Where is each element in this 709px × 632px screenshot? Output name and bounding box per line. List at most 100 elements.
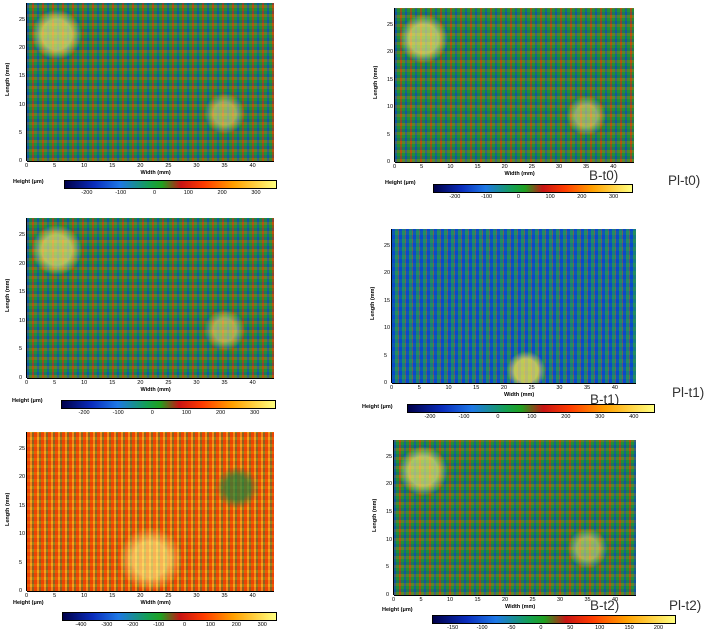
colorbar-tick-label: 400 <box>629 414 639 420</box>
y-tick-label: 15 <box>19 502 26 509</box>
y-axis-label: Length (mm) <box>370 286 376 320</box>
x-axis-label: Width (mm) <box>504 392 535 398</box>
colorbar-tick-label: -200 <box>78 410 90 416</box>
x-tick-label: 25 <box>165 163 172 169</box>
colorbar-tick-label: 300 <box>595 414 605 420</box>
x-axis-label: Width (mm) <box>140 600 171 606</box>
colorbar-tick-label: -400 <box>75 622 87 628</box>
height-map-5 <box>27 432 274 591</box>
colorbar-tick-label: -200 <box>449 194 461 200</box>
colorbar-tick-label: -50 <box>507 625 516 631</box>
x-tick-label: 30 <box>555 164 563 170</box>
y-axis-line <box>394 8 395 162</box>
colorbar-tick-label: 200 <box>231 622 241 628</box>
y-tick-label: 5 <box>19 129 23 136</box>
colorbar-tick-label: 300 <box>251 190 261 196</box>
x-tick-label: 15 <box>109 380 116 386</box>
x-tick-label: 15 <box>109 163 116 169</box>
colorbar-tick-label: -100 <box>112 410 124 416</box>
panel-label: B-t1) <box>590 392 620 407</box>
height-map-3 <box>27 218 274 378</box>
x-tick-label: 20 <box>502 597 509 603</box>
colorbar <box>61 400 276 409</box>
colorbar-tick-label: 0 <box>516 194 520 200</box>
height-map-6 <box>394 440 636 595</box>
colorbar-tick-label: 200 <box>577 194 587 200</box>
y-tick-label: 0 <box>19 375 23 381</box>
x-tick-label: 5 <box>53 380 57 386</box>
colorbar-tick-label: 200 <box>217 190 227 196</box>
y-axis-line <box>26 218 27 378</box>
colorbar <box>433 184 633 193</box>
y-axis-label: Length (mm) <box>373 65 379 99</box>
colorbar-tick-label: -100 <box>458 414 470 420</box>
colorbar-title: Height (μm) <box>362 404 393 410</box>
y-tick-label: 20 <box>384 270 391 276</box>
colorbar-tick-label: 200 <box>653 625 664 631</box>
colorbar-tick-label: 100 <box>183 190 193 196</box>
x-tick-label: 5 <box>419 597 423 603</box>
x-tick-label: 30 <box>193 593 200 599</box>
y-tick-label: 25 <box>19 232 26 239</box>
x-tick-label: 20 <box>137 593 144 599</box>
y-axis-line <box>26 432 27 591</box>
x-tick-label: 0 <box>25 380 29 386</box>
y-tick-label: 10 <box>386 536 393 543</box>
y-axis-label: Length (mm) <box>5 62 11 96</box>
x-tick-label: 25 <box>529 597 536 603</box>
x-tick-label: 40 <box>249 593 256 599</box>
x-tick-label: 35 <box>221 163 228 169</box>
x-tick-label: 0 <box>25 163 29 169</box>
y-tick-label: 20 <box>19 45 26 52</box>
colorbar-tick-label: -150 <box>447 625 459 631</box>
x-axis-line <box>27 378 274 379</box>
colorbar-tick-label: 0 <box>496 414 500 420</box>
colorbar-title: Height (μm) <box>12 398 43 404</box>
y-tick-label: 10 <box>387 104 394 110</box>
y-tick-label: 15 <box>19 289 26 296</box>
x-tick-label: 30 <box>193 380 200 386</box>
x-tick-label: 25 <box>528 385 535 391</box>
colorbar-tick-label: 0 <box>150 410 154 416</box>
x-tick-label: 30 <box>557 597 564 603</box>
colorbar-tick-label: 200 <box>215 410 226 416</box>
colorbar-tick-label: 100 <box>181 410 192 416</box>
x-axis-label: Width (mm) <box>505 604 536 610</box>
y-tick-label: 25 <box>19 16 26 23</box>
x-tick-label: 25 <box>165 380 172 386</box>
y-tick-label: 20 <box>387 49 394 55</box>
y-tick-label: 0 <box>387 159 391 165</box>
x-tick-label: 10 <box>81 163 88 169</box>
x-tick-label: 30 <box>556 385 563 391</box>
colorbar-tick-label: 100 <box>545 194 555 200</box>
y-tick-label: 10 <box>19 101 26 108</box>
x-axis-line <box>27 591 274 592</box>
colorbar-tick-label: 50 <box>567 625 574 631</box>
y-tick-label: 0 <box>386 592 390 598</box>
x-tick-label: 40 <box>249 380 256 386</box>
colorbar-tick-label: -200 <box>127 622 139 628</box>
y-tick-label: 15 <box>19 73 26 80</box>
x-tick-label: 5 <box>420 164 424 170</box>
y-tick-label: 25 <box>384 242 391 249</box>
y-tick-label: 10 <box>19 317 26 324</box>
x-tick-label: 35 <box>584 385 591 391</box>
x-tick-label: 15 <box>473 385 480 391</box>
x-axis-line <box>392 383 636 384</box>
y-tick-label: 0 <box>384 380 388 386</box>
x-tick-label: 25 <box>165 593 172 599</box>
x-tick-label: 40 <box>610 164 617 170</box>
x-tick-label: 0 <box>392 597 396 603</box>
colorbar <box>432 615 676 624</box>
colorbar <box>407 404 655 413</box>
y-tick-label: 0 <box>19 158 23 164</box>
x-tick-label: 10 <box>81 380 88 386</box>
x-tick-label: 40 <box>611 385 618 391</box>
panel-label: B-t0) <box>589 168 619 183</box>
x-axis-line <box>394 595 636 596</box>
x-tick-label: 5 <box>53 163 57 169</box>
y-tick-label: 20 <box>19 260 26 267</box>
colorbar-tick-label: 300 <box>257 622 267 628</box>
x-tick-label: 20 <box>500 385 508 391</box>
y-tick-label: 25 <box>19 446 26 453</box>
